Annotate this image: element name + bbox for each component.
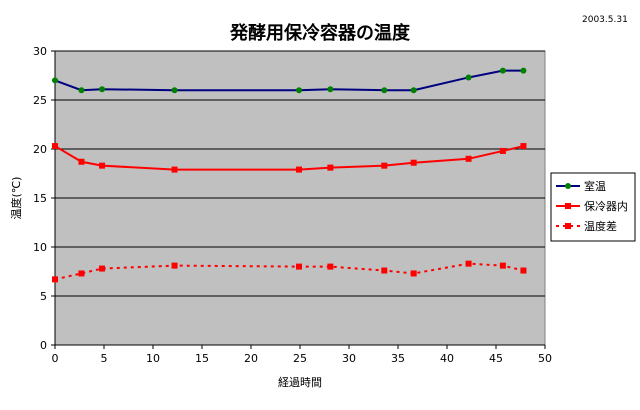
- data-point: [78, 87, 85, 94]
- data-point: [52, 77, 58, 84]
- data-point: [296, 263, 303, 270]
- data-point: [499, 67, 506, 74]
- data-point: [99, 86, 106, 93]
- legend-label: 室温: [584, 179, 606, 193]
- data-point: [381, 267, 388, 274]
- legend-item: 温度差: [556, 219, 617, 233]
- x-tick-label: 45: [489, 352, 503, 365]
- y-tick-label: 20: [33, 143, 47, 156]
- data-point: [327, 164, 334, 171]
- data-point: [465, 155, 472, 162]
- series-line: [54, 262, 524, 281]
- y-axis-title: 温度(℃): [9, 177, 23, 220]
- series-2: [52, 143, 527, 173]
- legend-swatch-marker: [565, 183, 571, 189]
- y-tick-label: 15: [33, 192, 47, 205]
- legend-swatch-marker: [565, 203, 571, 209]
- data-point: [465, 260, 472, 267]
- data-point: [296, 87, 303, 94]
- data-point: [381, 87, 388, 94]
- date-label: 2003.5.31: [582, 15, 628, 25]
- data-point: [78, 158, 85, 165]
- y-tick-label: 25: [33, 94, 47, 107]
- data-point: [410, 159, 417, 166]
- series-1: [52, 67, 527, 94]
- x-tick-label: 0: [52, 352, 59, 365]
- data-point: [327, 86, 334, 93]
- grid-lines: [55, 50, 545, 297]
- series-3: [52, 260, 527, 283]
- y-tick-label: 0: [40, 339, 47, 352]
- data-point: [171, 87, 178, 94]
- x-tick-label: 10: [146, 352, 160, 365]
- data-point: [381, 162, 388, 169]
- data-point: [520, 143, 527, 150]
- legend-item: 室温: [556, 179, 606, 193]
- series-layer: [52, 67, 527, 283]
- data-point: [171, 166, 178, 173]
- legend-label: 保冷器内: [584, 199, 628, 213]
- x-tick-label: 50: [538, 352, 552, 365]
- data-point: [52, 143, 58, 150]
- data-point: [296, 166, 303, 173]
- data-point: [499, 262, 506, 269]
- data-point: [52, 276, 58, 283]
- x-tick-label: 25: [293, 352, 307, 365]
- y-tick-label: 10: [33, 241, 47, 254]
- data-point: [99, 265, 106, 272]
- x-tick-label: 35: [391, 352, 405, 365]
- data-point: [78, 270, 85, 277]
- data-point: [327, 263, 334, 270]
- x-tick-label: 5: [101, 352, 108, 365]
- x-tick-label: 20: [244, 352, 258, 365]
- legend-swatch-marker: [565, 223, 571, 229]
- data-point: [171, 262, 178, 269]
- y-tick-label: 5: [40, 290, 47, 303]
- axes: 0 5 10 15 20 25 30 0 5 10 15 20 25 30 35 40 45 50: [33, 45, 552, 365]
- chart-title: 発酵用保冷容器の温度: [229, 22, 411, 44]
- data-point: [499, 147, 506, 154]
- data-point: [410, 87, 417, 94]
- data-point: [520, 67, 527, 74]
- data-point: [465, 74, 472, 81]
- x-axis-title: 経過時間: [278, 376, 322, 389]
- data-point: [410, 270, 417, 277]
- data-point: [99, 162, 106, 169]
- legend-label: 温度差: [584, 219, 617, 233]
- data-point: [520, 267, 527, 274]
- x-tick-label: 15: [195, 352, 209, 365]
- legend-item: 保冷器内: [556, 199, 628, 213]
- y-tick-label: 30: [33, 45, 47, 58]
- x-tick-label: 40: [440, 352, 454, 365]
- x-tick-label: 30: [342, 352, 356, 365]
